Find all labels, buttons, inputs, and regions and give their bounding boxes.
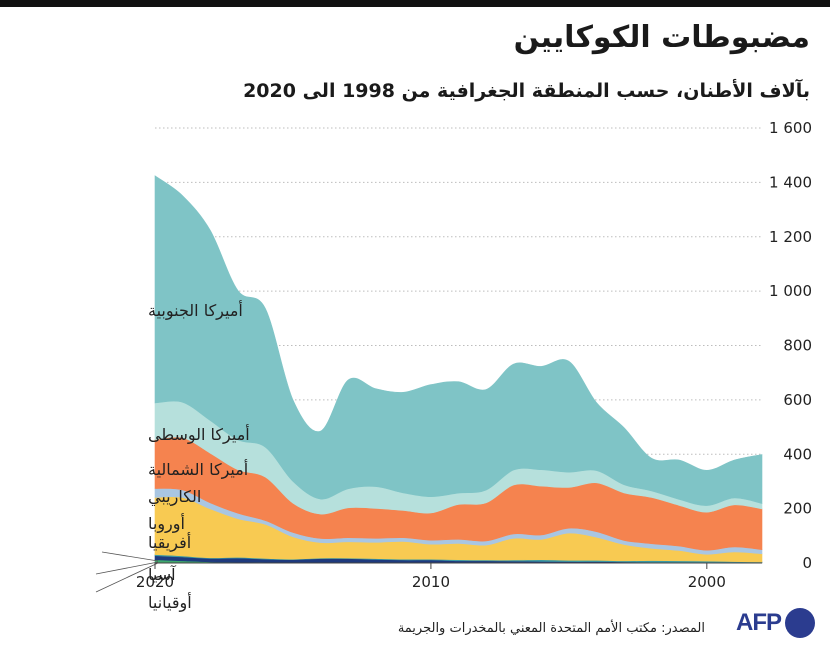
y-axis-ticks: 0 200 400 600 800 1 000 1 200 1 400 1 600 bbox=[769, 119, 812, 572]
afp-logo-circle-icon bbox=[785, 608, 815, 638]
top-rule bbox=[0, 0, 830, 7]
leader-line bbox=[101, 551, 159, 562]
x-tick-label: 2000 bbox=[688, 573, 726, 591]
series-label-oceania: أوقيانيا bbox=[148, 592, 192, 613]
y-tick-label: 800 bbox=[783, 337, 812, 355]
y-tick-label: 600 bbox=[783, 391, 812, 409]
leader-line bbox=[95, 561, 159, 575]
y-tick-label: 400 bbox=[783, 445, 812, 463]
y-tick-label: 1 000 bbox=[769, 282, 812, 300]
series-label-africa: أفريقيا bbox=[148, 532, 191, 553]
series-label-asia: آسيا bbox=[148, 565, 177, 584]
chart-title: مضبوطات الكوكايين bbox=[513, 20, 810, 55]
y-tick-label: 200 bbox=[783, 500, 812, 518]
series-label-central-america: أميركا الوسطى bbox=[148, 424, 250, 445]
series-label-europe: أوروبا bbox=[148, 513, 185, 534]
leader-line bbox=[95, 562, 159, 593]
y-tick-label: 1 200 bbox=[769, 228, 812, 246]
y-tick-label: 1 600 bbox=[769, 119, 812, 137]
leader-lines bbox=[95, 551, 159, 593]
x-axis-ticks: 2000 2010 2020 bbox=[136, 563, 726, 591]
area-south-america bbox=[154, 175, 763, 506]
source-note: المصدر: مكتب الأمم المتحدة المعني بالمخد… bbox=[397, 621, 705, 636]
series-label-south-america: أميركا الجنوبية bbox=[148, 300, 243, 321]
y-tick-label: 0 bbox=[802, 554, 812, 572]
area-series bbox=[154, 175, 763, 564]
series-label-north-america: أميركا الشمالية bbox=[148, 459, 248, 480]
x-tick-label: 2010 bbox=[412, 573, 450, 591]
afp-logo-text: AFP bbox=[736, 609, 782, 636]
afp-logo: AFP bbox=[736, 608, 815, 638]
series-label-caribbean: الكاريبي bbox=[148, 487, 201, 507]
chart-subtitle: بآلاف الأطنان، حسب المنطقة الجغرافية من … bbox=[243, 80, 810, 102]
x-tick-label: 2020 bbox=[136, 573, 174, 591]
y-tick-label: 1 400 bbox=[769, 173, 812, 191]
